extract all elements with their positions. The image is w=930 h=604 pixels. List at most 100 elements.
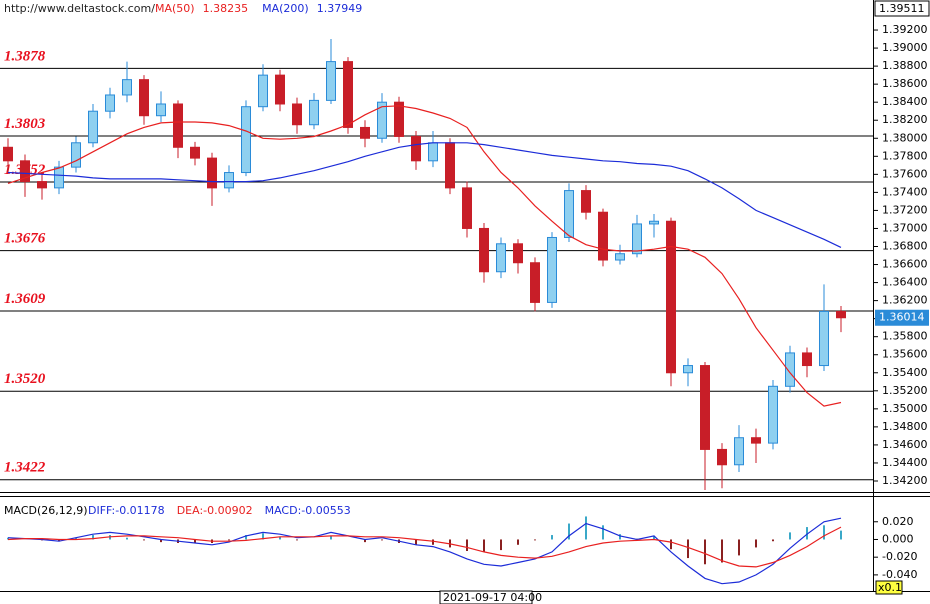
candle-body bbox=[20, 160, 30, 183]
candle-body bbox=[717, 448, 727, 466]
level-label: 1.3520 bbox=[4, 371, 46, 387]
y-tick-label: 1.34800 bbox=[882, 420, 928, 433]
y-tick-label: 1.36600 bbox=[882, 258, 928, 271]
level-label: 1.3878 bbox=[4, 48, 46, 64]
candle-body bbox=[445, 142, 455, 189]
y-tick-label: 1.38800 bbox=[882, 59, 928, 72]
candle-body bbox=[275, 74, 285, 105]
source-url: http://www.deltastock.com/ bbox=[4, 2, 155, 15]
y-tick-label: 1.36800 bbox=[882, 239, 928, 252]
candle-body bbox=[768, 385, 778, 444]
candle-body bbox=[360, 126, 370, 139]
candle-body bbox=[309, 99, 319, 126]
y-tick-label: 1.36400 bbox=[882, 276, 928, 289]
candle-body bbox=[428, 142, 438, 162]
candle-body bbox=[37, 181, 47, 189]
candle-body bbox=[496, 243, 506, 273]
legend-name: MA(50) bbox=[155, 2, 195, 15]
y-tick-label: 1.39200 bbox=[882, 23, 928, 36]
candle-body bbox=[513, 243, 523, 264]
candle-body bbox=[785, 352, 795, 387]
y-tick-label: 1.35600 bbox=[882, 348, 928, 361]
candle-body bbox=[3, 146, 13, 162]
candle-body bbox=[700, 365, 710, 450]
y-tick-label: 1.35400 bbox=[882, 366, 928, 379]
candle-body bbox=[632, 223, 642, 255]
y-tick-label: 1.37200 bbox=[882, 203, 928, 216]
high-box bbox=[874, 0, 930, 17]
last-price-label: 1.36014 bbox=[879, 311, 925, 324]
y-tick-label: 1.37000 bbox=[882, 221, 928, 234]
candle-body bbox=[394, 101, 404, 137]
macd-line bbox=[7, 517, 842, 585]
candle-body bbox=[122, 79, 132, 96]
level-label: 1.3422 bbox=[4, 460, 46, 476]
time-label: 2021-09-17 04:00 bbox=[443, 591, 542, 604]
legend-entry: DEA:-0.00902 bbox=[177, 504, 253, 517]
candle-body bbox=[666, 220, 676, 374]
y-tick-label: 1.36200 bbox=[882, 294, 928, 307]
candle-body bbox=[88, 110, 98, 144]
y-tick-label: 1.34200 bbox=[882, 474, 928, 487]
candle-body bbox=[683, 365, 693, 374]
candle-body bbox=[156, 103, 166, 117]
candle-body bbox=[207, 157, 217, 189]
ma-line bbox=[7, 142, 842, 248]
y-tick-label: 1.38600 bbox=[882, 77, 928, 90]
candle-body bbox=[139, 79, 149, 117]
candle-body bbox=[615, 253, 625, 261]
scale-label: x0.1 bbox=[878, 581, 902, 594]
candle-body bbox=[751, 437, 761, 444]
legend-entry: MACD:-0.00553 bbox=[265, 504, 351, 517]
candle-body bbox=[377, 101, 387, 139]
candle-body bbox=[649, 220, 659, 225]
candle-body bbox=[836, 310, 846, 319]
legend-value: 1.37949 bbox=[317, 2, 363, 15]
y-tick-label: 1.34600 bbox=[882, 438, 928, 451]
legend-entry: DIFF:-0.01178 bbox=[88, 504, 165, 517]
candle-body bbox=[819, 310, 829, 367]
scale-box bbox=[875, 580, 903, 595]
candle-body bbox=[54, 166, 64, 189]
macd-title: MACD(26,12,9) bbox=[4, 504, 88, 517]
candle-body bbox=[343, 61, 353, 128]
time-box bbox=[439, 590, 533, 604]
y-tick-label: -0.020 bbox=[882, 550, 917, 563]
y-tick-label: 1.38400 bbox=[882, 95, 928, 108]
y-tick-label: 0.020 bbox=[882, 515, 914, 528]
candle-body bbox=[258, 74, 268, 108]
candle-body bbox=[411, 135, 421, 162]
candle-body bbox=[292, 103, 302, 126]
y-tick-label: 0.000 bbox=[882, 532, 914, 545]
candle-body bbox=[71, 142, 81, 168]
macd-line bbox=[7, 526, 842, 568]
candle-body bbox=[479, 227, 489, 273]
y-tick-label: -0.040 bbox=[882, 568, 917, 581]
candle-body bbox=[190, 146, 200, 159]
ma-line bbox=[7, 105, 842, 407]
y-tick-label: 1.37400 bbox=[882, 185, 928, 198]
y-tick-label: 1.37600 bbox=[882, 167, 928, 180]
candle-body bbox=[105, 94, 115, 112]
candle-body bbox=[734, 437, 744, 466]
candle-body bbox=[224, 172, 234, 189]
high-label: 1.39511 bbox=[879, 2, 925, 15]
level-label: 1.3676 bbox=[4, 231, 46, 247]
candle-body bbox=[326, 61, 336, 101]
level-label: 1.3609 bbox=[4, 291, 46, 307]
candle-body bbox=[462, 187, 472, 229]
y-tick-label: 1.35800 bbox=[882, 330, 928, 343]
last-price-box bbox=[875, 309, 929, 326]
y-tick-label: 1.38000 bbox=[882, 131, 928, 144]
candle-body bbox=[581, 190, 591, 213]
y-tick-label: 1.34400 bbox=[882, 456, 928, 469]
candle-body bbox=[547, 236, 557, 303]
legend-value: 1.38235 bbox=[203, 2, 249, 15]
y-tick-label: 1.35000 bbox=[882, 402, 928, 415]
candle-body bbox=[802, 352, 812, 367]
y-tick-label: 1.37800 bbox=[882, 149, 928, 162]
candle-body bbox=[530, 262, 540, 303]
candle-body bbox=[598, 211, 608, 261]
